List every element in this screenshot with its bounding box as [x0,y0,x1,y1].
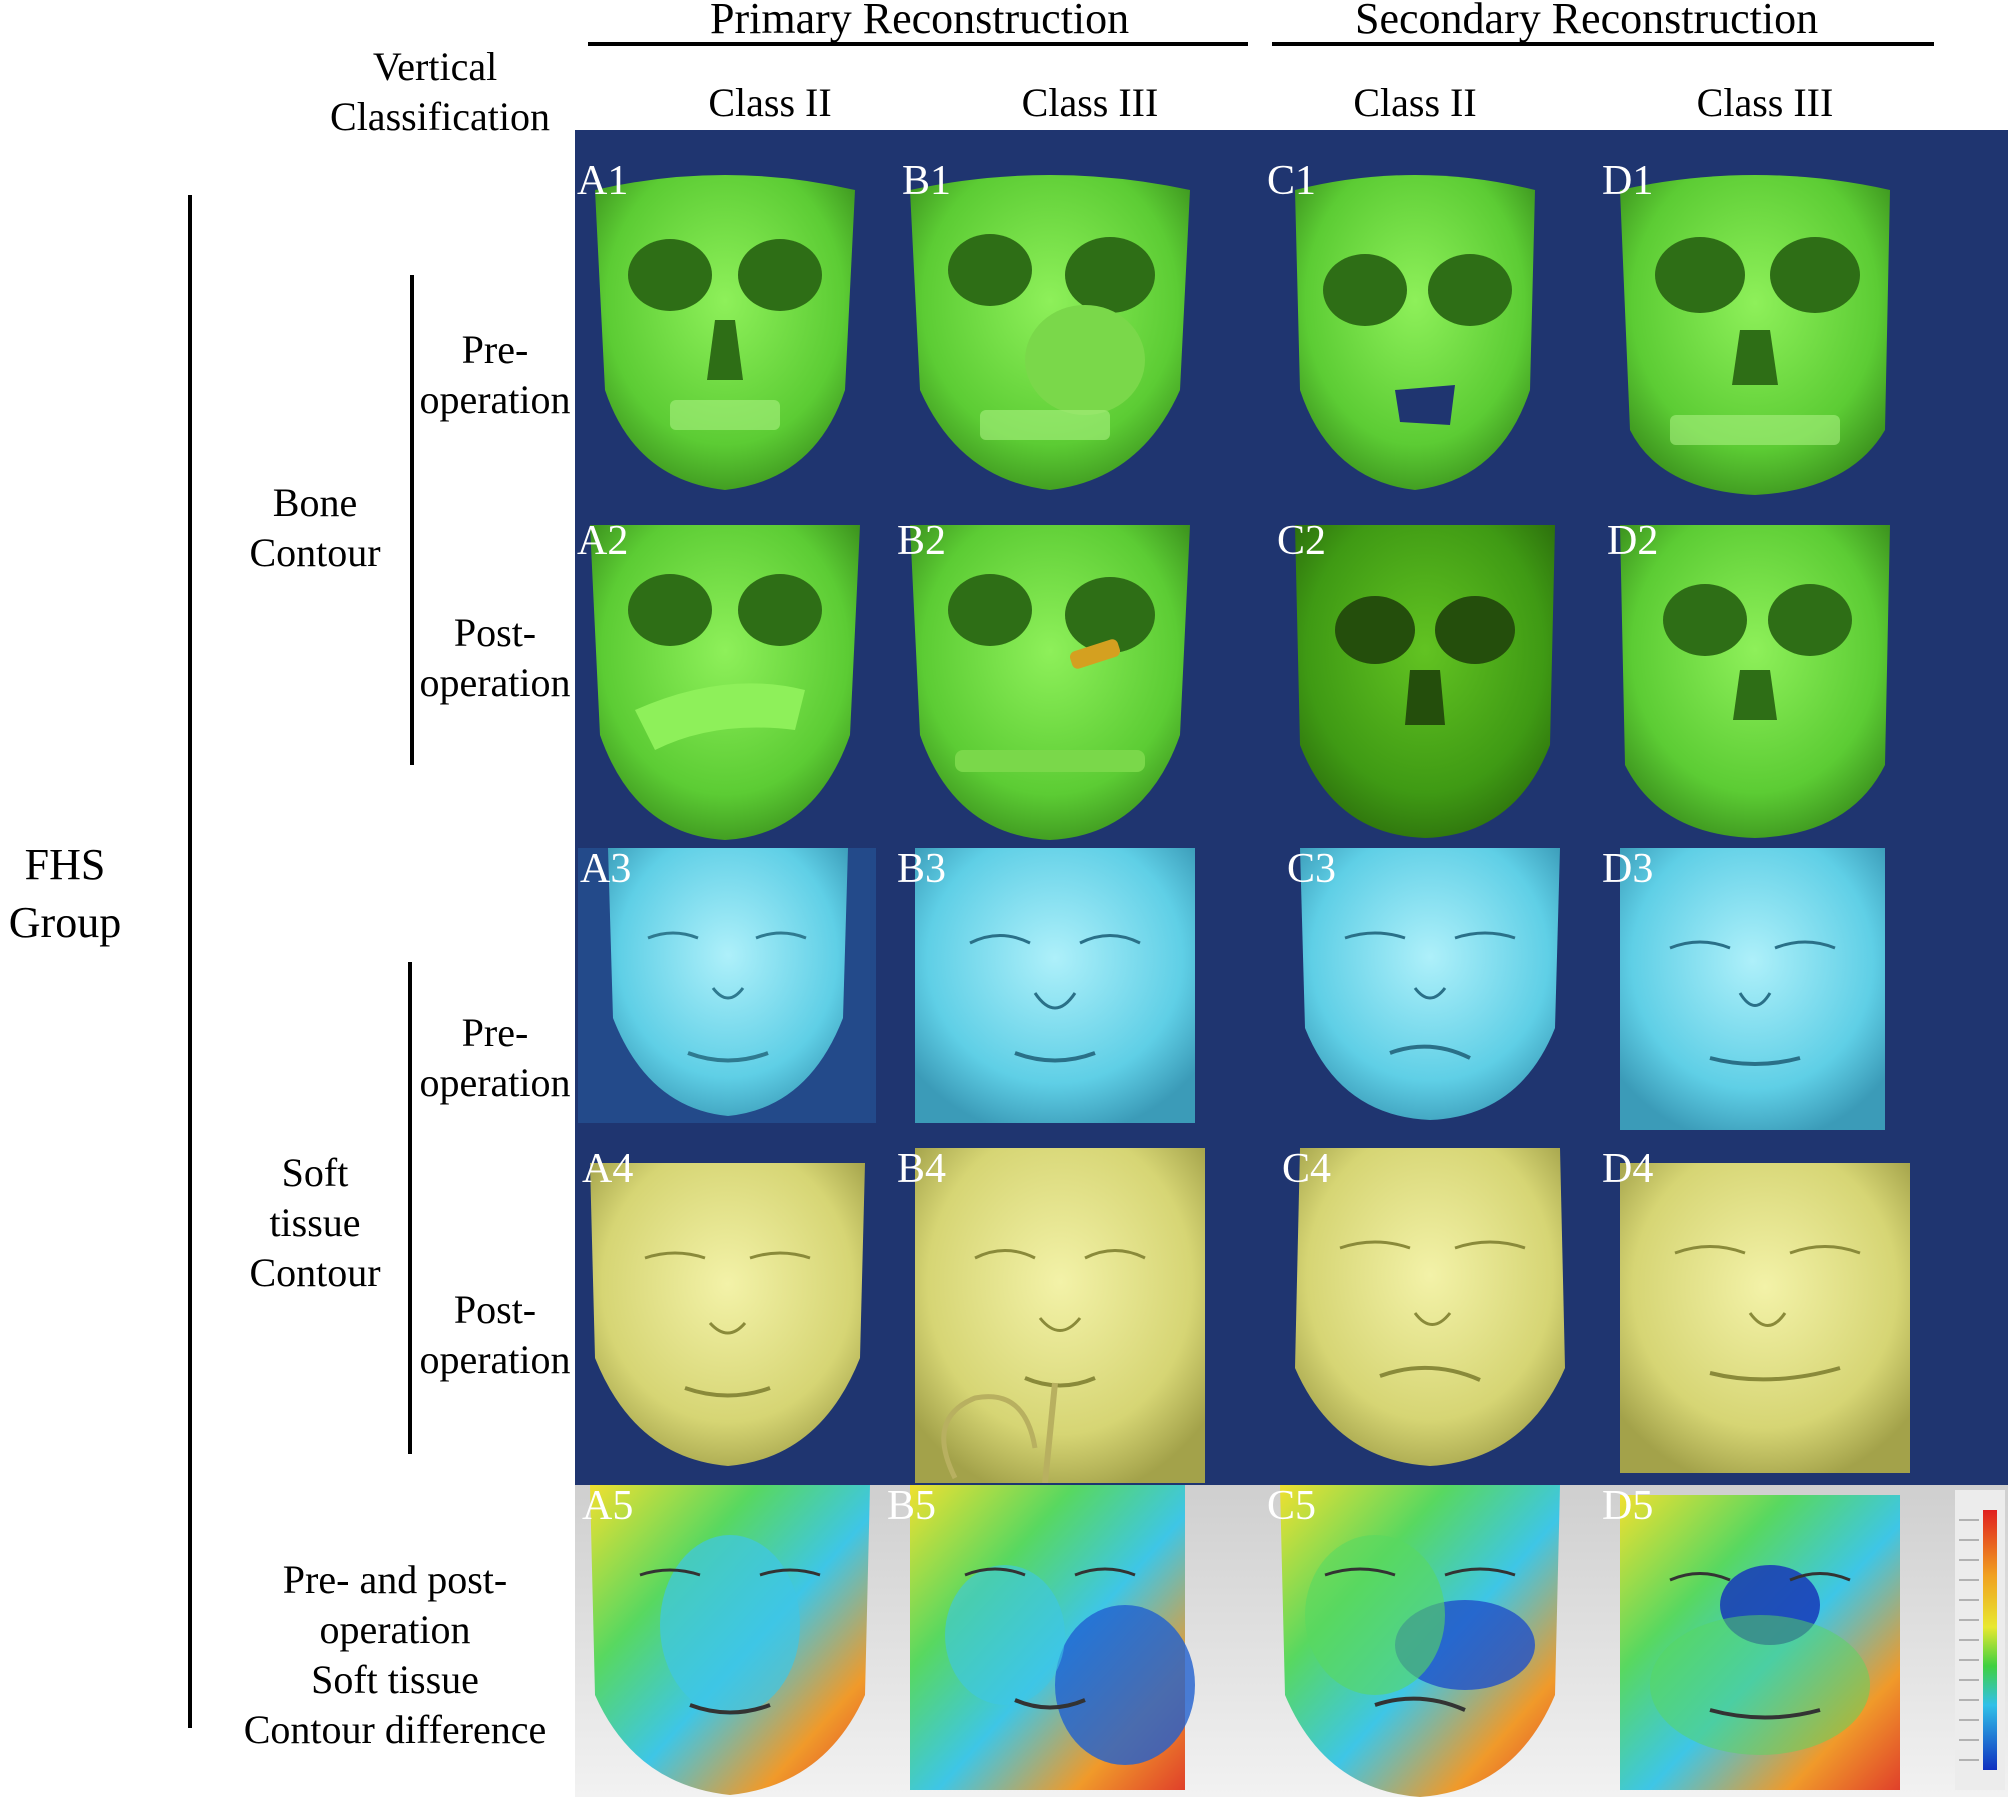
panel-label-a4: A4 [582,1148,634,1192]
soft-contour-label-line3: Contour [249,1250,381,1295]
panel-label-a5: A5 [582,1485,634,1529]
heatmap-face-image [910,1485,1195,1790]
bone-pre-label-line2: operation [419,377,571,422]
panel-d1: D1 [1600,160,1910,500]
heatmap-face-image [1280,1485,1560,1797]
panel-label-b2: B2 [897,520,947,564]
panel-c3: C3 [1285,848,1575,1123]
panel-c1: C1 [1265,160,1565,500]
panel-d5: D5 [1600,1485,1920,1790]
panel-c4: C4 [1280,1148,1580,1468]
panel-a2: A2 [575,520,875,845]
panel-d2: D2 [1605,520,1905,845]
panel-c5: C5 [1265,1485,1575,1797]
panel-label-c1: C1 [1267,160,1317,204]
face-image [915,1148,1205,1483]
group-underline-secondary [1272,42,1934,46]
panel-b5: B5 [885,1485,1210,1790]
skull-image [910,525,1190,840]
bone-post-label-line2: operation [419,660,571,705]
class-header-3: Class II [1353,80,1477,125]
face-image [1295,1148,1565,1466]
panel-label-c2: C2 [1277,520,1327,564]
bone-contour-label-line2: Contour [249,530,381,575]
heatmap-face-image [590,1485,870,1795]
difference-label-line4: Contour difference [243,1707,547,1752]
panel-label-d5: D5 [1602,1485,1654,1529]
vertical-classification-label-line2: Classification [330,94,550,139]
panel-label-c3: C3 [1287,848,1337,892]
face-image [915,848,1195,1123]
panel-label-c4: C4 [1282,1148,1332,1192]
face-image [1620,1163,1910,1473]
panel-c2: C2 [1275,520,1575,845]
panel-a4: A4 [580,1148,875,1473]
soft-contour-label-line2: tissue [269,1200,361,1245]
color-scale-bar [1955,1490,2005,1790]
panel-label-c5: C5 [1267,1485,1317,1529]
group-bracket-line [188,195,192,1728]
panel-b4: B4 [895,1148,1225,1483]
panel-label-a1: A1 [577,160,629,204]
panel-label-d3: D3 [1602,848,1654,892]
skull-image [595,175,855,490]
heatmap-face-image [1620,1495,1900,1790]
panel-b2: B2 [895,520,1205,845]
group-header-primary: Primary Reconstruction [710,0,1130,43]
bone-post-label-line1: Post- [453,610,537,655]
skull-image [910,175,1190,490]
soft-pre-label-line2: operation [419,1060,571,1105]
bone-pre-label-line1: Pre- [461,327,529,372]
class-header-2: Class III [1021,80,1159,125]
skull-image [1620,175,1890,495]
skull-image [1295,525,1555,838]
difference-label-line3: Soft tissue [311,1657,479,1702]
bone-contour-label-line1: Bone [272,480,358,525]
panel-label-d4: D4 [1602,1148,1654,1192]
skull-image [1620,525,1890,838]
vertical-classification-label-line1: Vertical [372,44,498,89]
group-underline-primary [588,42,1248,46]
panel-label-b5: B5 [887,1485,937,1529]
fhs-group-label-line2: Group [8,898,122,947]
panel-b1: B1 [900,160,1200,500]
panel-label-b1: B1 [902,160,952,204]
fhs-group-label-line1: FHS [24,840,106,889]
skull-image [590,525,860,840]
panel-label-d2: D2 [1607,520,1659,564]
class-header-1: Class II [708,80,832,125]
difference-label-line2: operation [319,1607,471,1652]
group-header-secondary: Secondary Reconstruction [1355,0,1819,43]
class-header-4: Class III [1696,80,1834,125]
panel-label-a3: A3 [580,848,632,892]
panel-a5: A5 [580,1485,880,1795]
panel-label-d1: D1 [1602,160,1654,204]
soft-pre-label-line1: Pre- [461,1010,529,1055]
panel-d4: D4 [1600,1148,1930,1473]
face-image [590,1163,865,1466]
panel-label-b3: B3 [897,848,947,892]
soft-post-label-line1: Post- [453,1287,537,1332]
panel-a3: A3 [578,848,876,1123]
panel-d3: D3 [1600,848,1900,1130]
soft-bracket-line [408,962,412,1454]
face-image [578,848,876,1123]
soft-post-label-line2: operation [419,1337,571,1382]
soft-contour-label-line1: Soft [281,1150,349,1195]
skull-image [1295,175,1535,490]
panel-a1: A1 [575,160,875,500]
difference-label-line1: Pre- and post- [282,1557,508,1602]
panel-label-b4: B4 [897,1148,947,1192]
bone-bracket-line [410,275,414,765]
face-image [1300,848,1560,1120]
panel-label-a2: A2 [577,520,629,564]
panel-b3: B3 [895,848,1215,1123]
face-image [1620,848,1885,1130]
